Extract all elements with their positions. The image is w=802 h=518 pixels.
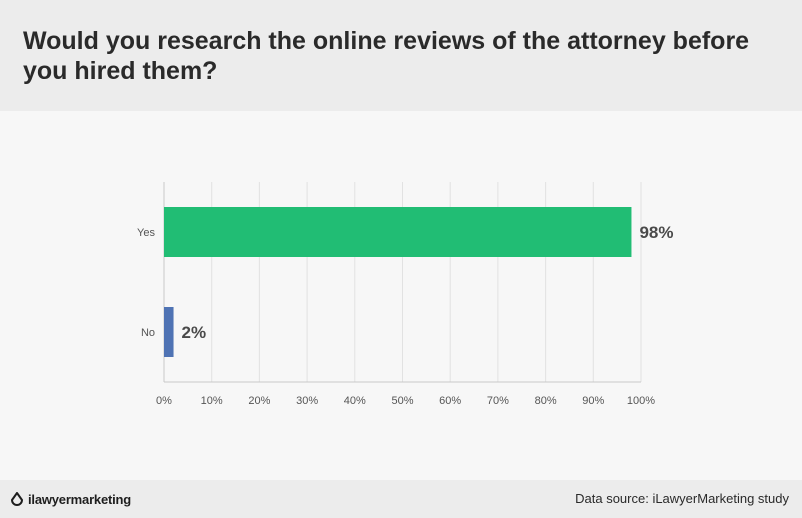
x-tick-label: 90% (582, 395, 604, 407)
x-tick-label: 100% (627, 395, 655, 407)
data-label: 98% (639, 223, 673, 242)
x-tick-label: 0% (156, 395, 172, 407)
category-label: Yes (137, 227, 155, 239)
category-label: No (141, 327, 155, 339)
x-tick-label: 60% (439, 395, 461, 407)
brand-logo: ilawyermarketing (10, 491, 131, 507)
x-tick-label: 70% (487, 395, 509, 407)
chart-footer: ilawyermarketing Data source: iLawyerMar… (0, 480, 802, 518)
x-tick-label: 40% (344, 395, 366, 407)
x-tick-label: 30% (296, 395, 318, 407)
x-tick-label: 80% (535, 395, 557, 407)
droplet-icon (11, 492, 23, 506)
bar-yes (164, 207, 632, 257)
x-tick-label: 50% (391, 395, 413, 407)
data-label: 2% (182, 323, 207, 342)
data-source: Data source: iLawyerMarketing study (575, 491, 789, 506)
bar-chart: 0% 10% 20% 30% 40% 50% 60% 70% 80% 90% 100% Yes 98% N… (137, 182, 673, 407)
brand-logo-text: ilawyermarketing (28, 491, 132, 507)
chart-area: 0% 10% 20% 30% 40% 50% 60% 70% 80% 90% 100% Yes 98% N… (0, 111, 802, 480)
chart-header: Would you research the online reviews of… (0, 0, 802, 111)
bar-no (164, 307, 174, 357)
chart-title: Would you research the online reviews of… (23, 27, 750, 85)
x-tick-label: 20% (248, 395, 270, 407)
x-tick-label: 10% (201, 395, 223, 407)
